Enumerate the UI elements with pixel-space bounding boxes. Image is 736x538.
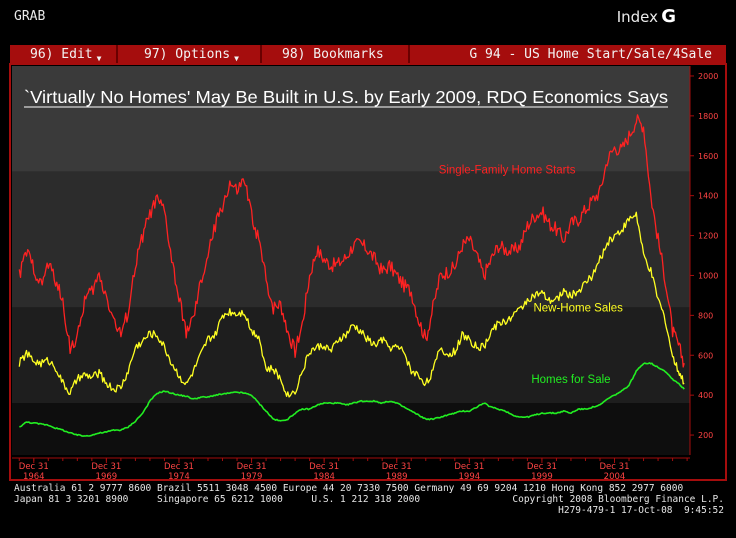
background-band (12, 171, 690, 308)
y-tick-label: 1600 (698, 152, 718, 161)
y-tick-label: 2000 (698, 72, 718, 81)
background-band (12, 403, 690, 455)
y-tick-label: 1400 (698, 192, 718, 201)
top-bar: GRAB Index G (0, 0, 736, 40)
chart-title: `Virtually No Homes' May Be Built in U.S… (24, 87, 668, 107)
x-tick-label-bottom: 1964 (23, 472, 45, 482)
annotation-forsale: Homes for Sale (531, 374, 610, 386)
y-tick-label: 1200 (698, 232, 718, 241)
menu-edit[interactable]: 96) Edit ▼ (30, 45, 101, 65)
menu-divider (116, 45, 118, 65)
y-tick-label: 1800 (698, 112, 718, 121)
x-tick-label-bottom: 1989 (386, 472, 408, 482)
menu-options[interactable]: 97) Options ▼ (144, 45, 239, 65)
chart-frame (9, 63, 727, 481)
footer: Australia 61 2 9777 8600 Brazil 5511 304… (14, 483, 724, 538)
chart: 200 400 600 800 1000 1200 1400 1600 1800 2000 Dec … (9, 63, 727, 482)
x-tick-label-top: Dec 31 (19, 462, 49, 472)
chevron-down-icon: ▼ (234, 54, 239, 63)
x-tick-label-top: Dec 31 (91, 462, 121, 472)
y-tick-label: 800 (698, 311, 713, 320)
x-tick-label-top: Dec 31 (454, 462, 484, 472)
footer-contacts-1: Australia 61 2 9777 8600 Brazil 5511 304… (14, 483, 684, 494)
footer-contacts-2: Japan 81 3 3201 8900 Singapore 65 6212 1… (14, 494, 421, 505)
background-band (12, 307, 690, 404)
security-title: G 94 - US Home Start/Sale/4Sale (469, 47, 712, 62)
menu-divider (408, 45, 410, 65)
series-line-sales (18, 211, 685, 398)
x-tick-label-bottom: 1984 (313, 472, 335, 482)
footer-timestamp: H279-479-1 17-Oct-08 9:45:52 (558, 505, 724, 516)
menu-options-label: 97) Options (144, 47, 231, 62)
footer-copyright: Copyright 2008 Bloomberg Finance L.P. (512, 494, 724, 505)
x-tick-label-top: Dec 31 (309, 462, 339, 472)
index-label: Index (616, 8, 658, 26)
y-tick-label: 400 (698, 391, 713, 400)
series-line-forsale (19, 362, 685, 437)
menu-bar: 96) Edit ▼ 97) Options ▼ 98) Bookmarks G 9… (10, 45, 726, 65)
menu-edit-label: 96) Edit (30, 47, 93, 62)
x-tick-label-top: Dec 31 (527, 462, 557, 472)
chevron-down-icon: ▼ (96, 54, 102, 63)
menu-bookmarks[interactable]: 98) Bookmarks (282, 45, 384, 65)
menu-bookmarks-label: 98) Bookmarks (282, 47, 384, 62)
x-tick-label-bottom: 1999 (531, 472, 553, 482)
x-tick-label-bottom: 2004 (604, 472, 626, 482)
x-tick-label-bottom: 1994 (459, 472, 481, 482)
y-tick-label: 1000 (698, 271, 718, 280)
x-tick-label-bottom: 1979 (241, 472, 263, 482)
x-tick-label-top: Dec 31 (600, 462, 630, 472)
x-tick-label-top: Dec 31 (237, 462, 267, 472)
annotation-sales: New-Home Sales (533, 302, 623, 314)
series-line-starts (18, 114, 685, 368)
y-tick-label: 200 (698, 431, 713, 440)
x-tick-label-bottom: 1969 (96, 472, 118, 482)
background-band (12, 66, 690, 172)
menu-divider (260, 45, 262, 65)
index-key[interactable]: G (661, 6, 676, 27)
x-tick-label-top: Dec 31 (164, 462, 194, 472)
x-tick-label-bottom: 1974 (168, 472, 190, 482)
annotation-starts: Single-Family Home Starts (439, 165, 576, 177)
y-tick-label: 600 (698, 351, 713, 360)
x-tick-label-top: Dec 31 (382, 462, 412, 472)
grab-label: GRAB (14, 9, 46, 24)
